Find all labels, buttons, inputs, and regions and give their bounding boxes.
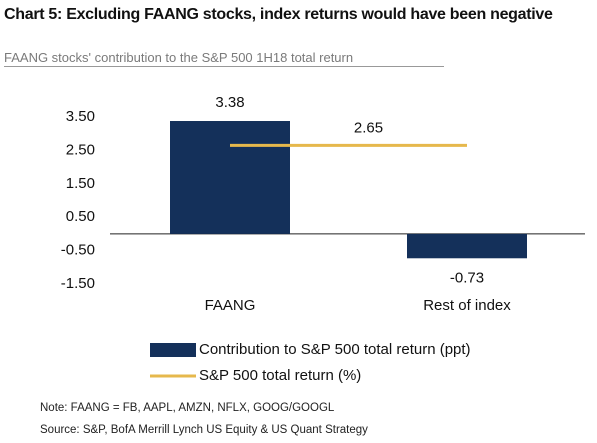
chart-title: Chart 5: Excluding FAANG stocks, index r… (4, 6, 553, 23)
chart: 3.50 2.50 1.50 0.50 -0.50 -1.50 FAANG Rest of i… (61, 94, 585, 384)
note: Note: FAANG = FB, AAPL, AMZN, NFLX, GOOG… (40, 402, 335, 414)
data-label: 3.38 (215, 94, 244, 111)
y-tick-label: -1.50 (61, 275, 95, 292)
data-label: -0.73 (450, 269, 484, 286)
y-tick-label: 1.50 (66, 175, 95, 192)
y-tick-label: 3.50 (66, 108, 95, 125)
chart-subtitle: FAANG stocks' contribution to the S&P 50… (4, 50, 444, 67)
data-label: 2.65 (354, 119, 383, 136)
bar (170, 121, 290, 234)
source: Source: S&P, BofA Merrill Lynch US Equit… (40, 424, 368, 436)
legend-swatch (150, 343, 196, 357)
y-tick-label: 2.50 (66, 141, 95, 158)
y-tick-label: -0.50 (61, 242, 95, 259)
legend-label: S&P 500 total return (%) (199, 367, 361, 384)
y-tick-label: 0.50 (66, 208, 95, 225)
legend-label: Contribution to S&P 500 total return (pp… (199, 341, 471, 358)
bar (407, 233, 527, 259)
x-tick-label: Rest of index (423, 297, 511, 314)
x-tick-label: FAANG (205, 297, 256, 314)
